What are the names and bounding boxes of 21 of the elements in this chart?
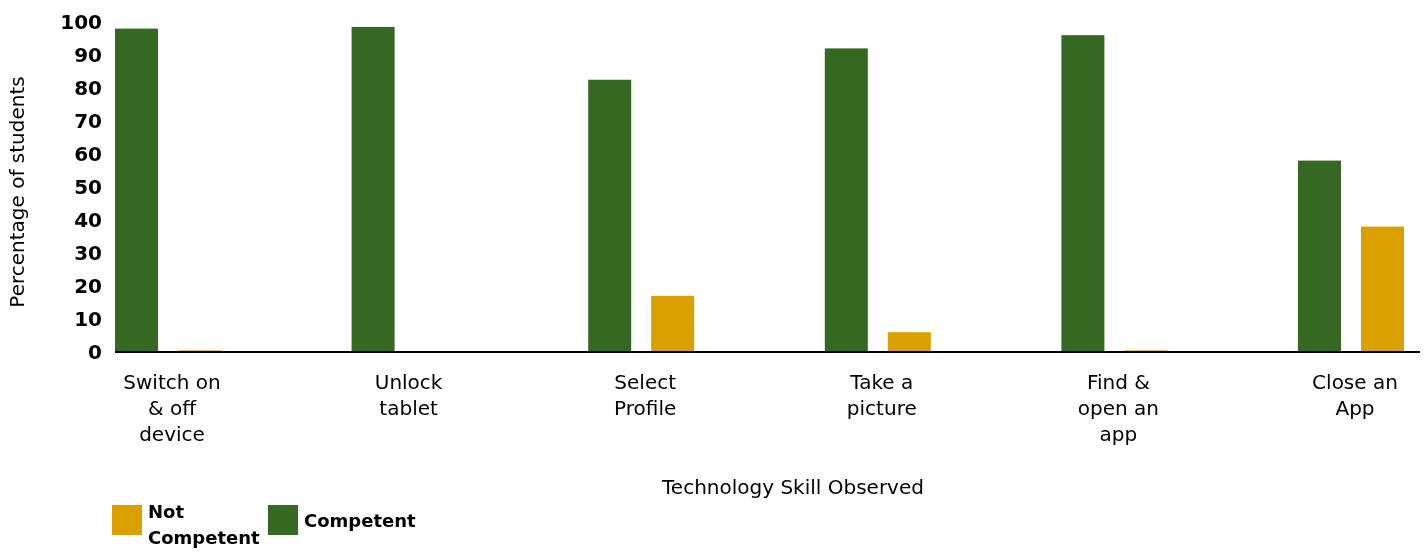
x-axis-title: Technology Skill Observed bbox=[661, 475, 924, 499]
legend-label: Competent bbox=[304, 510, 417, 531]
x-tick-label: Switch on & off device bbox=[123, 370, 221, 446]
y-tick-label: 20 bbox=[74, 274, 102, 298]
y-tick-label: 70 bbox=[74, 109, 102, 133]
y-tick-label: 30 bbox=[74, 241, 102, 265]
y-axis-title: Percentage of students bbox=[5, 76, 29, 308]
y-tick-label: 80 bbox=[74, 76, 102, 100]
y-tick-label: 100 bbox=[60, 10, 102, 34]
y-tick-label: 10 bbox=[74, 307, 102, 331]
x-tick-label: Find & open an app bbox=[1077, 370, 1159, 446]
y-tick-label: 0 bbox=[88, 340, 102, 364]
x-tick-label: Unlock tablet bbox=[374, 370, 443, 420]
y-tick-label: 60 bbox=[74, 142, 102, 166]
x-tick-label: Close an App bbox=[1312, 370, 1398, 420]
y-tick-label: 50 bbox=[74, 175, 102, 199]
y-tick-label: 40 bbox=[74, 208, 102, 232]
x-tick-label: Take a picture bbox=[846, 370, 917, 420]
x-tick-label: Select Profile bbox=[614, 370, 677, 420]
legend-label: Not Competent bbox=[148, 501, 261, 548]
y-tick-label: 90 bbox=[74, 43, 102, 67]
